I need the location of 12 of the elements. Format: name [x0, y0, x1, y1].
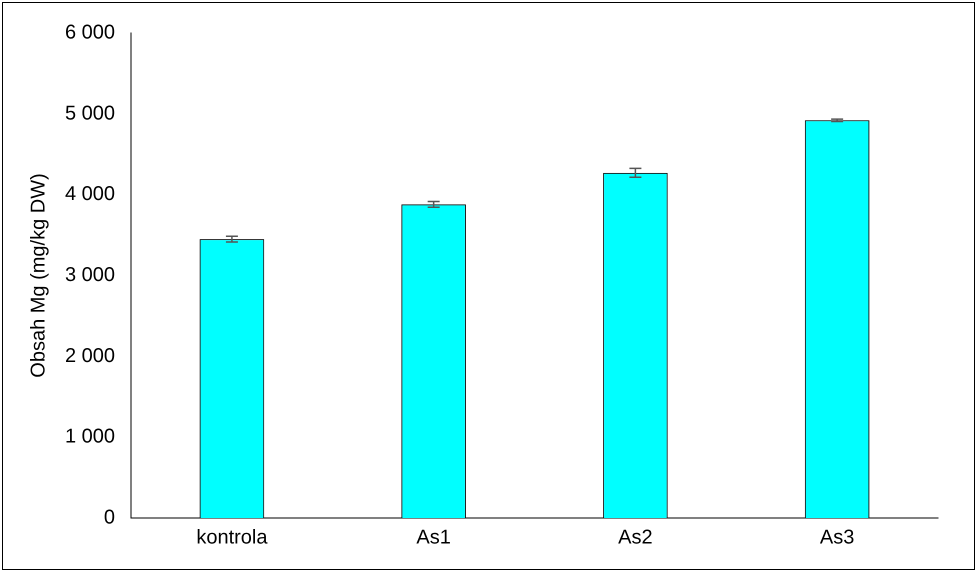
x-tick-label: kontrola: [196, 526, 268, 549]
y-axis-title: Obsah Mg (mg/kg DW): [28, 173, 50, 378]
y-tick-label: 5 000: [64, 102, 116, 124]
y-tick-label: 6 000: [64, 22, 116, 44]
x-tick-label: As2: [618, 526, 653, 549]
y-tick-label: 1 000: [64, 426, 116, 448]
x-tick-label: As3: [820, 526, 854, 549]
y-tick-label: 3 000: [64, 264, 116, 286]
y-tick-label: 0: [104, 506, 116, 529]
x-tick-label: As1: [416, 526, 451, 549]
y-tick-label: 2 000: [64, 344, 116, 367]
y-tick-label: 4 000: [64, 183, 116, 206]
